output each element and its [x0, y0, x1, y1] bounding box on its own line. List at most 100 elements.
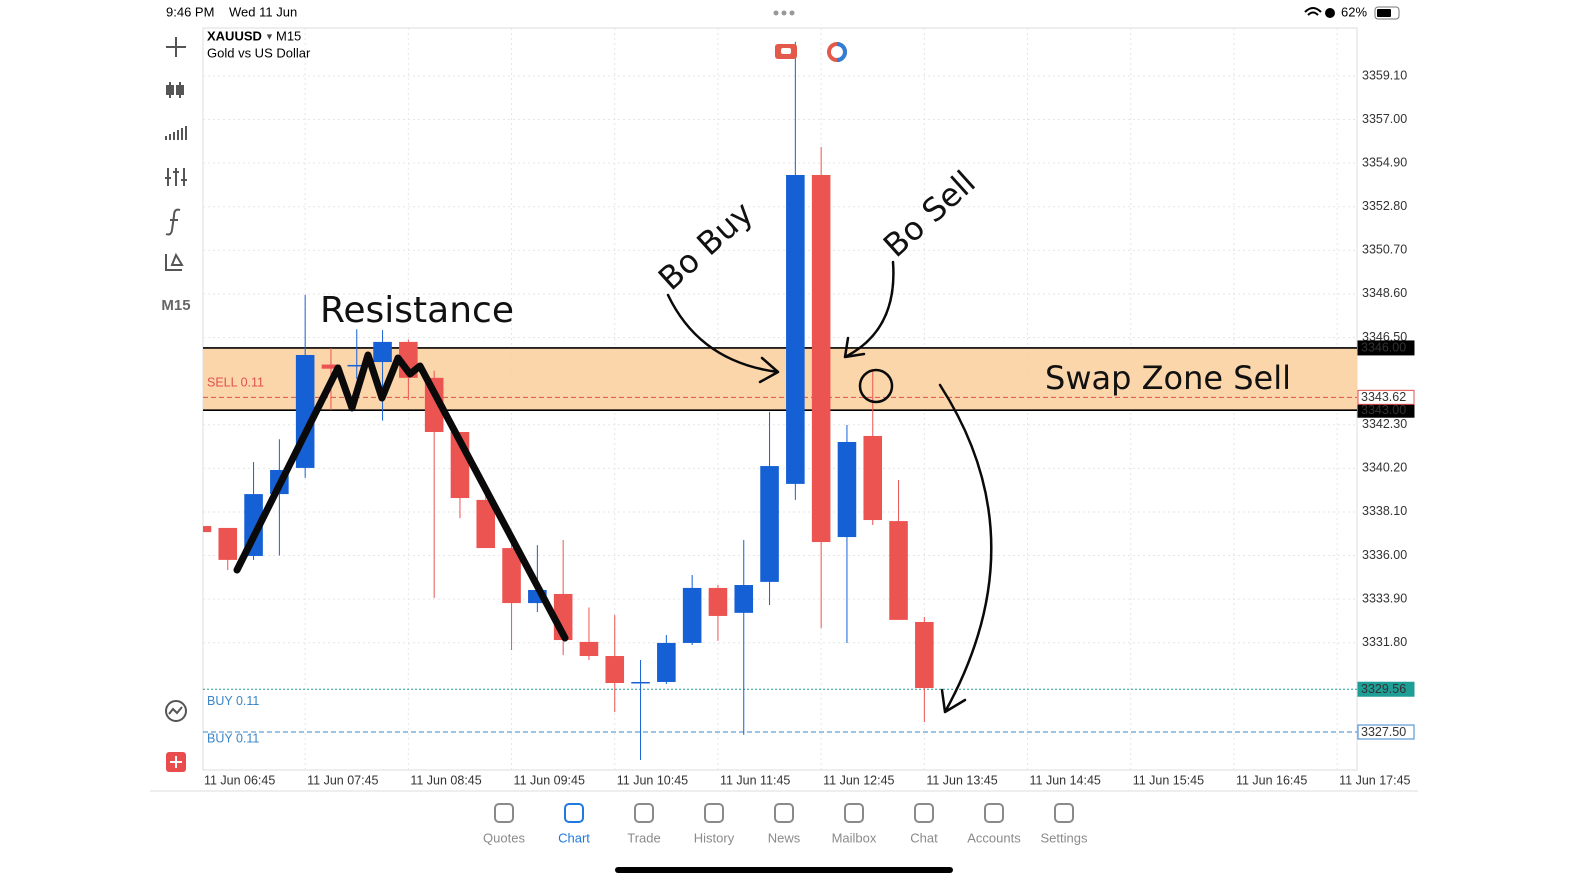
y-tick-label: 3354.90	[1362, 155, 1407, 169]
tab-label[interactable]: Accounts	[967, 830, 1021, 845]
price-tag-label: 3346.00	[1361, 341, 1406, 355]
moon-icon	[1325, 8, 1335, 18]
status-date: Wed 11 Jun	[229, 4, 297, 19]
annotation-swap-zone: Swap Zone Sell	[1045, 359, 1291, 397]
candle-body	[605, 656, 625, 684]
x-tick-label: 11 Jun 15:45	[1133, 773, 1204, 787]
y-tick-label: 3359.10	[1362, 68, 1407, 82]
tab-icon	[564, 803, 584, 823]
annotation-resistance: Resistance	[320, 290, 514, 331]
candle-body	[682, 587, 702, 643]
status-time: 9:46 PM	[166, 4, 214, 19]
price-tag-label: 3327.50	[1361, 725, 1406, 739]
candle-body	[915, 621, 934, 688]
candle-body	[734, 585, 754, 613]
y-tick-label: 3340.20	[1362, 461, 1407, 475]
candle-body	[476, 499, 496, 549]
price-tag-label: 3329.56	[1361, 682, 1406, 696]
candle-body	[889, 521, 908, 620]
candle-body	[631, 681, 650, 684]
tab-label[interactable]: Chat	[910, 830, 938, 845]
candle-body	[373, 341, 392, 363]
candle-body	[863, 435, 883, 521]
tab-label[interactable]: Chart	[558, 830, 590, 845]
y-tick-label: 3338.10	[1362, 504, 1407, 518]
home-indicator	[615, 867, 953, 873]
candle-body	[760, 466, 779, 582]
tab-icon	[494, 803, 514, 823]
x-tick-label: 11 Jun 16:45	[1236, 773, 1307, 787]
price-tag	[1357, 389, 1415, 405]
price-tag-label: 3343.62	[1361, 390, 1406, 404]
y-tick-label: 3348.60	[1362, 286, 1407, 300]
dropdown-arrow[interactable]: ▼	[265, 31, 274, 41]
handwriting	[233, 260, 993, 714]
tab-icon	[984, 803, 1004, 823]
y-tick-label: 3352.80	[1362, 199, 1407, 213]
header-timeframe: M15	[276, 28, 301, 43]
tab-icon	[1054, 803, 1074, 823]
tab-icon	[844, 803, 864, 823]
tab-icon	[704, 803, 724, 823]
tab-label[interactable]: Trade	[627, 830, 660, 845]
tab-icon	[914, 803, 934, 823]
x-tick-label: 11 Jun 06:45	[204, 773, 275, 787]
tab-icon	[774, 803, 794, 823]
battery-text: 62%	[1341, 4, 1367, 19]
x-tick-label: 11 Jun 07:45	[307, 773, 378, 787]
candle-body	[502, 548, 521, 604]
x-tick-label: 11 Jun 13:45	[926, 773, 997, 787]
x-tick-label: 11 Jun 10:45	[617, 773, 688, 787]
toolbar-timeframe[interactable]: M15	[161, 297, 190, 314]
tab-label[interactable]: News	[768, 830, 801, 845]
candle-body	[657, 642, 676, 682]
candle-body	[837, 441, 857, 538]
candle-body	[811, 174, 831, 543]
y-tick-label: 3346.50	[1362, 330, 1407, 344]
y-tick-label: 3350.70	[1362, 243, 1407, 257]
y-tick-label: 3342.30	[1362, 417, 1407, 431]
tab-bar: Quotes Chart Trade History News Mailbox Chat Ac…	[483, 803, 1088, 845]
x-tick-label: 11 Jun 14:45	[1030, 773, 1101, 787]
candle-body	[203, 526, 212, 533]
x-tick-label: 11 Jun 09:45	[514, 773, 585, 787]
candle-body	[708, 587, 728, 616]
x-tick-label: 11 Jun 08:45	[410, 773, 481, 787]
event-icon-inner	[781, 48, 791, 54]
y-tick-label: 3336.00	[1362, 548, 1407, 562]
order-label: SELL 0.11	[207, 376, 264, 390]
tab-label[interactable]: History	[694, 830, 735, 845]
y-tick-label: 3331.80	[1362, 635, 1407, 649]
x-tick-label: 11 Jun 17:45	[1339, 773, 1410, 787]
wifi-icon	[1304, 7, 1322, 16]
candle-body	[218, 527, 238, 560]
multitask-dots	[773, 10, 795, 16]
symbol: XAUUSD	[207, 28, 262, 43]
price-tag-label: 3343.00	[1361, 403, 1406, 417]
candle-body	[579, 641, 599, 657]
candle-body	[424, 377, 444, 433]
order-label: BUY 0.11	[207, 732, 259, 746]
order-label: BUY 0.11	[207, 694, 259, 708]
candle-body	[347, 364, 367, 367]
left-toolbar	[165, 37, 187, 722]
candle-body	[321, 364, 341, 369]
tab-icon	[634, 803, 654, 823]
new-order-plus	[170, 756, 182, 768]
battery-level	[1377, 9, 1391, 17]
candle-body	[786, 174, 805, 484]
x-tick-label: 11 Jun 12:45	[823, 773, 894, 787]
x-tick-label: 11 Jun 11:45	[720, 773, 790, 787]
price-tag	[1357, 681, 1415, 697]
price-tag	[1357, 340, 1415, 356]
symbol-description: Gold vs US Dollar	[207, 45, 311, 60]
tab-label[interactable]: Mailbox	[832, 830, 877, 845]
y-tick-label: 3333.90	[1362, 591, 1407, 605]
event-icon-2-half	[836, 42, 847, 62]
y-tick-label: 3357.00	[1362, 112, 1407, 126]
tab-label[interactable]: Quotes	[483, 830, 525, 845]
price-tag	[1357, 724, 1415, 740]
battery-icon	[1374, 6, 1400, 20]
tab-label[interactable]: Settings	[1041, 830, 1088, 845]
